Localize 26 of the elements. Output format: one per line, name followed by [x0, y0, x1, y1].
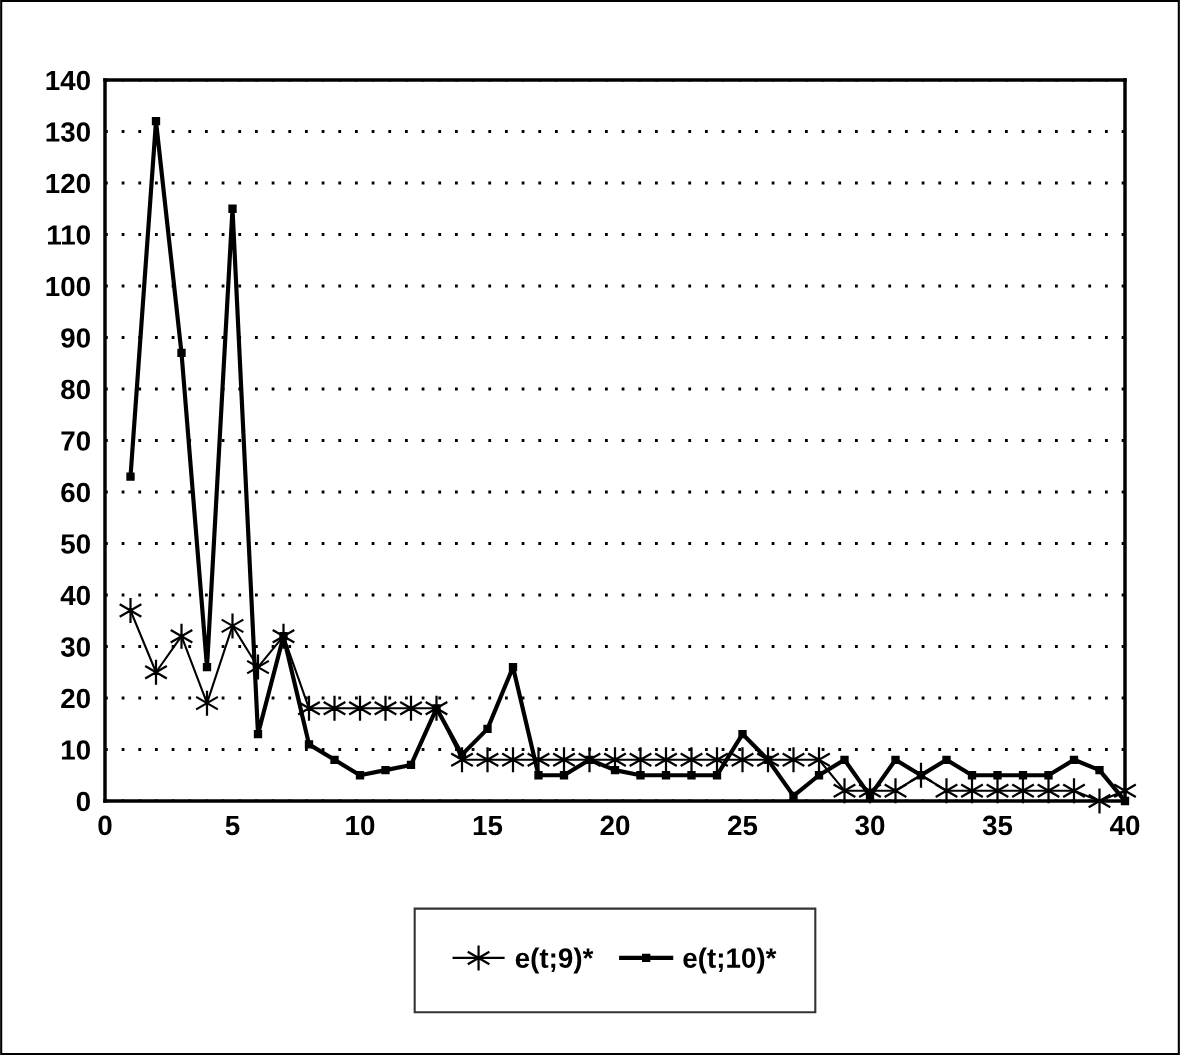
y-tick-label: 110 [48, 225, 90, 245]
legend-label: e(t;9)* [515, 947, 594, 974]
y-tick-label: 60 [61, 482, 90, 503]
x-tick-label: 20 [600, 815, 630, 836]
y-tick-label: 70 [61, 431, 90, 451]
x-tick-label: 15 [473, 815, 503, 836]
legend-label: e(t;10)* [683, 947, 777, 974]
y-tick-label: 0 [76, 791, 90, 812]
x-tick-label: 25 [728, 815, 758, 836]
x-tick-label: 35 [982, 815, 1013, 836]
y-tick-label: 130 [46, 122, 90, 142]
x-tick-label: 10 [346, 815, 375, 836]
y-tick-label: 140 [46, 70, 90, 91]
x-tick-label: 40 [1109, 815, 1140, 836]
y-tick-label: 100 [46, 276, 90, 297]
y-tick-label: 40 [60, 585, 90, 606]
x-tick-label: 30 [855, 815, 885, 836]
y-tick-label: 20 [61, 688, 90, 709]
y-tick-label: 120 [46, 173, 90, 194]
x-tick-label: 0 [98, 815, 112, 836]
y-tick-label: 90 [61, 328, 90, 348]
y-tick-label: 30 [60, 637, 90, 657]
x-tick-label: 5 [225, 815, 240, 836]
y-tick-label: 50 [61, 534, 90, 554]
y-tick-label: 10 [61, 740, 90, 760]
y-tick-label: 80 [61, 379, 90, 400]
